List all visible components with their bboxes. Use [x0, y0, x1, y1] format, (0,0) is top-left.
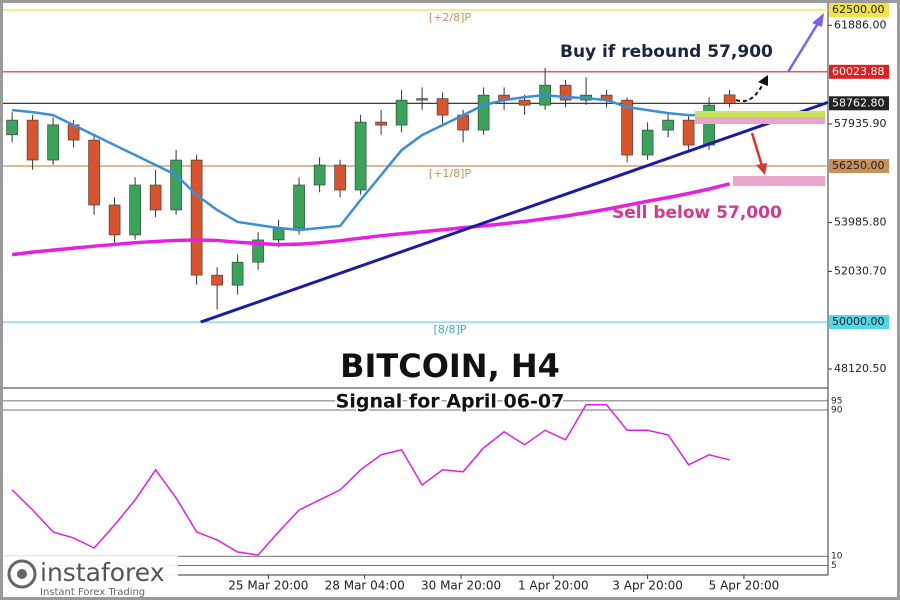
y-tick-label: 57935.90	[834, 117, 887, 130]
logo-name: instaforex	[40, 558, 165, 587]
candle-body	[170, 159, 182, 211]
y-tick-label: 53985.80	[834, 216, 887, 229]
level-box	[829, 159, 889, 174]
candle-body	[313, 164, 326, 186]
candle-body	[641, 129, 654, 156]
chart-subtitle: Signal for April 06-07	[336, 391, 565, 413]
x-tick-label: 3 Apr 20:00	[612, 579, 683, 593]
candle-body	[416, 98, 428, 101]
x-tick-label: 1 Apr 20:00	[518, 579, 589, 593]
candle-body	[6, 119, 18, 136]
level-label: 58762.80	[832, 96, 885, 109]
level-label: 60023.88	[832, 65, 885, 78]
candle-body	[354, 121, 367, 191]
logo-icon	[17, 569, 27, 579]
annotation: Sell below 57,000	[612, 203, 782, 223]
moving-average	[11, 182, 731, 257]
candle-body	[682, 119, 695, 146]
candle-body	[211, 274, 223, 286]
x-tick-label: 28 Mar 04:00	[325, 579, 405, 593]
candle-body	[149, 184, 162, 211]
trend-line	[200, 100, 829, 324]
level-name: [+2/8]P	[429, 11, 472, 24]
candle-body	[334, 164, 346, 191]
y-tick-label: 61886.00	[834, 18, 887, 31]
candle-body	[129, 184, 141, 236]
chart-title: BITCOIN, H4	[340, 347, 560, 385]
level-box	[829, 96, 889, 111]
rebound-arrow	[735, 81, 765, 103]
level-box	[829, 315, 889, 330]
candle-body	[293, 184, 305, 229]
candle-body	[47, 124, 59, 161]
candle-body	[26, 119, 39, 161]
level-name: [+1/8]P	[429, 167, 472, 180]
candle-body	[190, 159, 203, 276]
level-box	[829, 64, 889, 79]
moving-average	[11, 93, 730, 232]
x-tick-label: 5 Apr 20:00	[709, 579, 780, 593]
logo-icon	[7, 559, 37, 589]
down-arrow	[750, 132, 764, 167]
level-box	[829, 2, 889, 17]
candle-body	[621, 99, 633, 156]
y-tick-label: 10	[831, 552, 843, 562]
zone	[695, 117, 825, 124]
arrow-head	[758, 75, 768, 86]
sell-zone	[733, 176, 825, 186]
candle-body	[272, 227, 285, 241]
y-tick-label: 95	[831, 396, 842, 406]
candle-body	[662, 119, 674, 131]
x-tick-label: 30 Mar 20:00	[421, 579, 501, 593]
oscillator-line	[11, 403, 730, 556]
candle-body	[108, 204, 121, 236]
level-label: 56250.00	[832, 159, 885, 172]
candle-body	[477, 94, 490, 131]
y-tick-label: 5	[831, 561, 837, 571]
candle-body	[723, 94, 736, 104]
y-tick-label: 90	[831, 406, 843, 416]
x-tick-label: 25 Mar 20:00	[228, 579, 308, 593]
candle-body	[518, 99, 531, 106]
candle-body	[252, 239, 264, 263]
candle-body	[88, 139, 100, 206]
candle-body	[395, 99, 408, 126]
annotation: Buy if rebound 57,900	[560, 42, 773, 62]
logo-tagline: Instant Forex Trading	[40, 587, 145, 598]
level-label: 50000.00	[832, 315, 885, 328]
candle-body	[231, 261, 244, 286]
candle-body	[559, 84, 572, 101]
buy-zone	[695, 111, 825, 117]
arrow-head	[756, 163, 767, 175]
level-label: 62500.00	[832, 3, 885, 16]
up-arrow	[786, 19, 822, 73]
y-tick-label: 48120.50	[834, 362, 887, 375]
y-tick-label: 52030.70	[834, 264, 887, 277]
plot-area: 61886.00 57935.90 53985.80 52030.70 48120.50…	[0, 0, 889, 593]
candle-body	[436, 98, 449, 116]
level-name: [8/8]P	[434, 323, 467, 336]
candle-body	[375, 121, 387, 126]
arrow-head	[812, 13, 824, 27]
